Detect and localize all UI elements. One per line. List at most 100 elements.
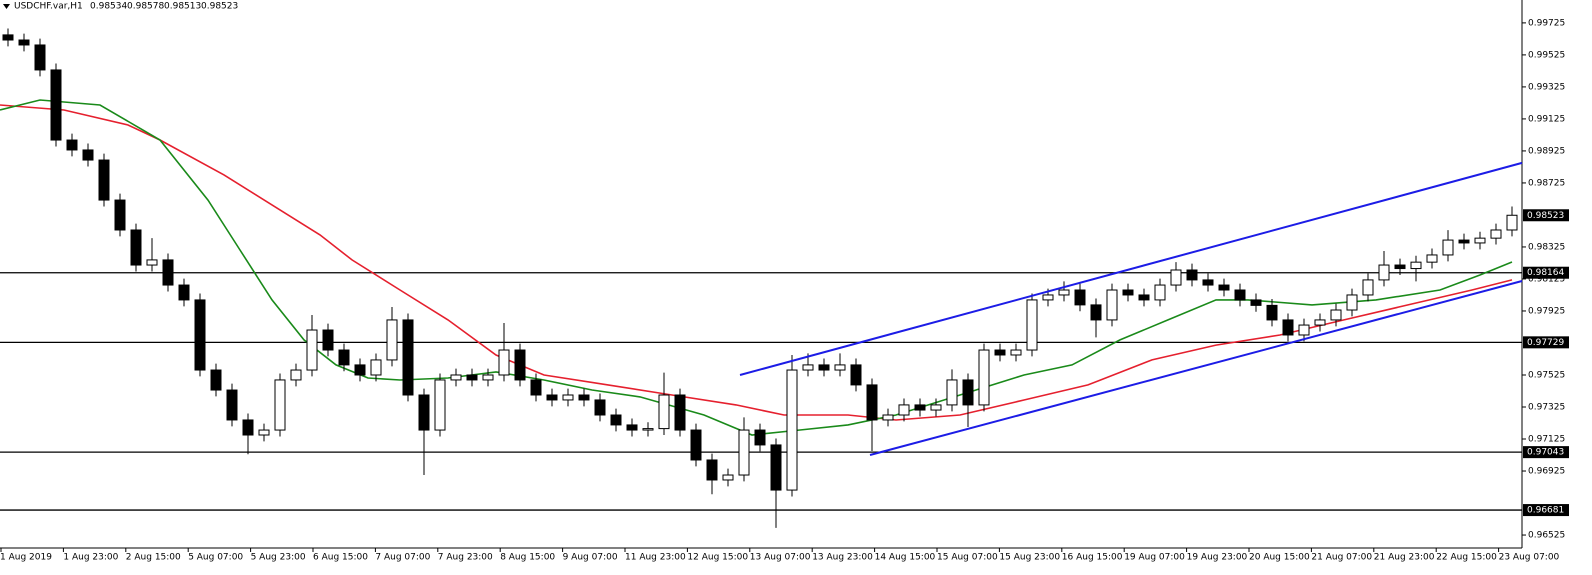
candle-body [434,379,446,431]
y-tick-label: 0.97125 [1528,435,1565,445]
y-tick-label: 0.99325 [1528,82,1565,92]
candle-body [482,374,494,381]
candle-body [706,459,718,481]
candle-body [1362,279,1374,296]
candle-body [1314,319,1326,326]
candle-body [802,364,814,371]
candle-body [290,369,302,381]
quote-open: 0.98534 [90,2,127,12]
candle-body [338,349,350,366]
candle-body [50,69,62,141]
x-tick-label: 5 Aug 23:00 [251,553,306,563]
x-tick-label: 1 Aug 2019 [0,553,52,563]
candle-body [130,229,142,266]
candle-body [34,44,46,71]
candle-body [1250,299,1262,306]
x-tick-label: 22 Aug 15:00 [1436,553,1497,563]
y-tick-label: 0.97925 [1528,306,1565,316]
y-tick-label: 0.98725 [1528,178,1565,188]
x-tick-label: 9 Aug 07:00 [563,553,618,563]
x-tick-label: 23 Aug 07:00 [1499,553,1560,563]
candle-body [322,329,334,351]
candle-body [1442,239,1454,256]
candle-body [1186,269,1198,281]
candle-body [82,149,94,161]
candle-body [898,404,910,416]
candle-body [722,474,734,481]
x-tick-label: 12 Aug 15:00 [687,553,748,563]
candle-body [1090,304,1102,321]
candle-body [738,429,750,476]
candle-body [818,364,830,371]
candle-body [770,444,782,491]
candle-body [370,359,382,376]
y-tick-label: 0.97325 [1528,402,1565,412]
x-tick-label: 2 Aug 15:00 [126,553,181,563]
candle-body [546,394,558,401]
price-label: 0.98523 [1527,211,1564,221]
x-tick-label: 5 Aug 07:00 [188,553,243,563]
candle-body [1346,294,1358,311]
candle-body [994,349,1006,356]
candle-body [1490,229,1502,239]
level-label-box [1523,504,1569,517]
candle-body [1234,289,1246,301]
candle-body [1266,304,1278,321]
candle-body [242,419,254,436]
candle-body [450,374,462,381]
level-label: 0.98164 [1527,268,1564,278]
quote-high: 0.98578 [127,2,164,12]
trendline [869,280,1523,456]
y-tick-label: 0.99125 [1528,114,1565,124]
y-tick-label: 0.98325 [1528,242,1565,252]
candle-body [658,394,670,430]
candle-body [978,349,990,406]
symbol: USDCHF.var,H1 [14,2,83,12]
candle-body [1138,294,1150,301]
candle-body [1010,349,1022,356]
level-label-box [1523,336,1569,349]
x-tick-label: 13 Aug 23:00 [812,553,873,563]
candle-body [354,364,366,376]
candle-body [674,394,686,431]
x-tick-label: 21 Aug 07:00 [1311,553,1372,563]
candle-body [274,379,286,431]
plot-area [0,28,1523,528]
x-tick-label: 7 Aug 07:00 [375,553,430,563]
candle-body [914,404,926,411]
x-tick-label: 6 Aug 15:00 [313,553,368,563]
candle-body [498,349,510,376]
y-tick-label: 0.98125 [1528,274,1565,284]
x-tick-label: 15 Aug 07:00 [937,553,998,563]
candle-body [1506,214,1518,231]
candle-body [578,394,590,401]
x-tick-label: 19 Aug 23:00 [1187,553,1248,563]
candle-body [1394,264,1406,270]
candle-body [1058,289,1070,296]
candle-body [402,319,414,396]
quote-close: 0.98523 [201,2,238,12]
candle-body [194,299,206,371]
candle-body [1154,284,1166,301]
x-tick-label: 14 Aug 15:00 [875,553,936,563]
level-label: 0.96681 [1527,506,1564,516]
candle-body [1074,289,1086,306]
candle-body [386,319,398,361]
x-tick-label: 1 Aug 23:00 [63,553,118,563]
candle-body [1282,319,1294,336]
candle-body [1378,264,1390,281]
menu-arrow[interactable] [3,4,10,9]
candle-body [690,429,702,461]
candle-body [466,374,478,381]
y-tick-label: 0.99525 [1528,50,1565,60]
level-label: 0.97043 [1527,448,1564,458]
candle-body [258,429,270,436]
candle-body [114,199,126,231]
candle-body [1122,289,1134,296]
x-tick-label: 8 Aug 15:00 [500,553,555,563]
y-tick-label: 0.98925 [1528,146,1565,156]
candle-body [562,394,574,401]
x-tick-label: 11 Aug 23:00 [625,553,686,563]
